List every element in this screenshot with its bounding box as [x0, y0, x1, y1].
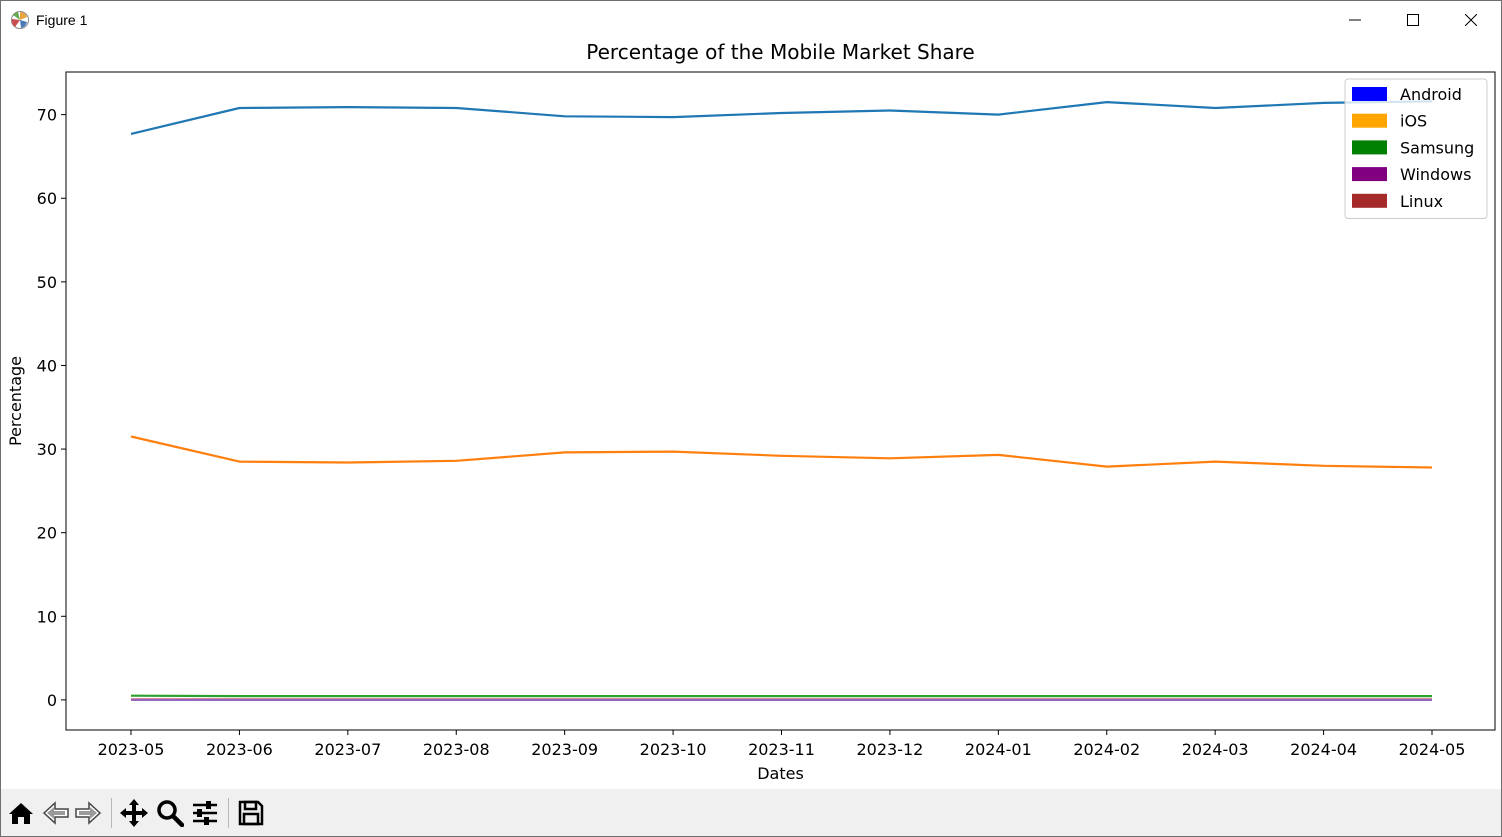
- forward-arrow-icon: [75, 801, 102, 825]
- save-button[interactable]: [236, 797, 266, 829]
- x-tick-label: 2023-09: [531, 740, 598, 759]
- plot-area[interactable]: Percentage of the Mobile Market Share 0 10…: [1, 39, 1501, 789]
- legend-label: iOS: [1400, 112, 1427, 131]
- y-tick-label: 50: [37, 273, 57, 292]
- window-title: Figure 1: [36, 12, 88, 28]
- legend-swatch: [1352, 113, 1387, 128]
- zoom-button[interactable]: [155, 797, 185, 829]
- toolbar-separator: [111, 798, 112, 828]
- minimize-button[interactable]: [1326, 1, 1384, 39]
- legend-swatch: [1352, 140, 1387, 155]
- x-tick-label: 2024-02: [1073, 740, 1140, 759]
- close-icon: [1465, 14, 1477, 26]
- legend-swatch: [1352, 167, 1387, 182]
- matplotlib-logo-icon: [11, 11, 29, 29]
- configure-subplots-button[interactable]: [190, 797, 220, 829]
- x-tick-label: 2023-05: [98, 740, 165, 759]
- y-tick-label: 10: [37, 607, 57, 626]
- y-tick-label: 0: [47, 691, 57, 710]
- series-line-0: [130, 100, 1433, 135]
- series-line-1: [130, 435, 1433, 469]
- back-button[interactable]: [41, 797, 71, 829]
- title-bar: Figure 1: [1, 1, 1501, 39]
- y-tick-label: 70: [37, 106, 57, 125]
- x-tick-label: 2023-12: [856, 740, 923, 759]
- axes-frame: [65, 71, 1496, 731]
- close-button[interactable]: [1442, 1, 1500, 39]
- x-tick-label: 2023-11: [748, 740, 815, 759]
- x-tick-label: 2024-05: [1399, 740, 1466, 759]
- configure-subplots-icon: [193, 801, 217, 825]
- y-axis-label: Percentage: [6, 356, 25, 446]
- toolbar-separator: [228, 798, 229, 828]
- y-tick-label: 30: [37, 440, 57, 459]
- legend-label: Linux: [1400, 192, 1443, 211]
- y-tick-label: 40: [37, 356, 57, 375]
- pan-button[interactable]: [119, 797, 149, 829]
- pan-icon: [120, 799, 148, 827]
- legend-label: Windows: [1400, 165, 1471, 184]
- x-tick-label: 2024-01: [965, 740, 1032, 759]
- x-axis-label: Dates: [757, 764, 804, 783]
- x-tick-label: 2024-03: [1182, 740, 1249, 759]
- x-tick-label: 2023-06: [206, 740, 273, 759]
- x-tick-label: 2023-08: [423, 740, 490, 759]
- legend-swatch: [1352, 193, 1387, 208]
- legend-label: Android: [1400, 85, 1462, 104]
- save-icon: [238, 800, 264, 826]
- x-tick-label: 2023-10: [640, 740, 707, 759]
- maximize-icon: [1407, 14, 1419, 26]
- chart-title: Percentage of the Mobile Market Share: [586, 40, 974, 64]
- legend-swatch: [1352, 87, 1387, 101]
- minimize-icon: [1349, 19, 1361, 21]
- line-chart: Percentage of the Mobile Market Share 0 10…: [6, 40, 1496, 783]
- home-button[interactable]: [6, 797, 36, 829]
- navigation-toolbar: [1, 789, 1501, 836]
- y-tick-label: 60: [37, 189, 57, 208]
- back-arrow-icon: [42, 801, 69, 825]
- forward-button[interactable]: [73, 797, 103, 829]
- zoom-icon: [157, 800, 184, 827]
- x-tick-label: 2023-07: [314, 740, 381, 759]
- y-tick-label: 20: [37, 524, 57, 543]
- x-tick-label: 2024-04: [1290, 740, 1357, 759]
- maximize-button[interactable]: [1384, 1, 1442, 39]
- legend-label: Samsung: [1400, 138, 1474, 157]
- home-icon: [9, 803, 33, 824]
